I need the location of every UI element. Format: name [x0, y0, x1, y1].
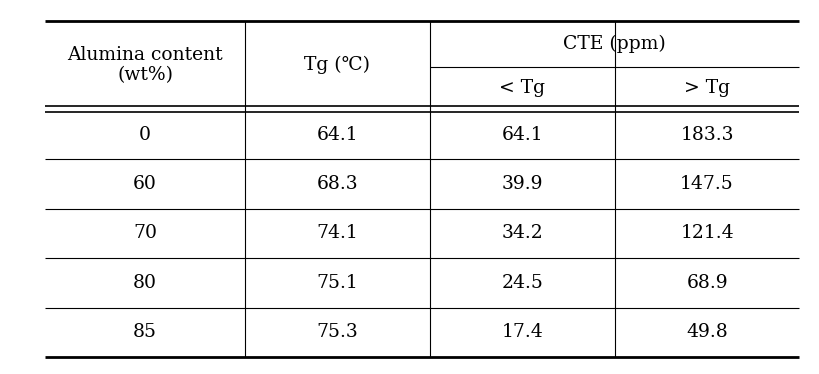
Text: Tg (℃): Tg (℃)	[304, 56, 370, 74]
Text: 75.1: 75.1	[316, 274, 358, 292]
Text: CTE (ppm): CTE (ppm)	[563, 35, 665, 53]
Text: 68.3: 68.3	[316, 175, 358, 193]
Text: 24.5: 24.5	[500, 274, 542, 292]
Text: 64.1: 64.1	[316, 126, 358, 144]
Text: 64.1: 64.1	[501, 126, 542, 144]
Text: 70: 70	[133, 224, 157, 242]
Text: 147.5: 147.5	[680, 175, 733, 193]
Text: 39.9: 39.9	[501, 175, 542, 193]
Text: 183.3: 183.3	[680, 126, 733, 144]
Text: 17.4: 17.4	[500, 324, 542, 341]
Text: 0: 0	[139, 126, 151, 144]
Text: 121.4: 121.4	[680, 224, 733, 242]
Text: > Tg: > Tg	[683, 79, 729, 97]
Text: Alumina content
(wt%): Alumina content (wt%)	[67, 46, 223, 85]
Text: 80: 80	[133, 274, 157, 292]
Text: 60: 60	[133, 175, 156, 193]
Text: 49.8: 49.8	[686, 324, 727, 341]
Text: 34.2: 34.2	[500, 224, 542, 242]
Text: 75.3: 75.3	[316, 324, 358, 341]
Text: < Tg: < Tg	[499, 79, 545, 97]
Text: 68.9: 68.9	[686, 274, 727, 292]
Text: 85: 85	[133, 324, 157, 341]
Text: 74.1: 74.1	[316, 224, 358, 242]
